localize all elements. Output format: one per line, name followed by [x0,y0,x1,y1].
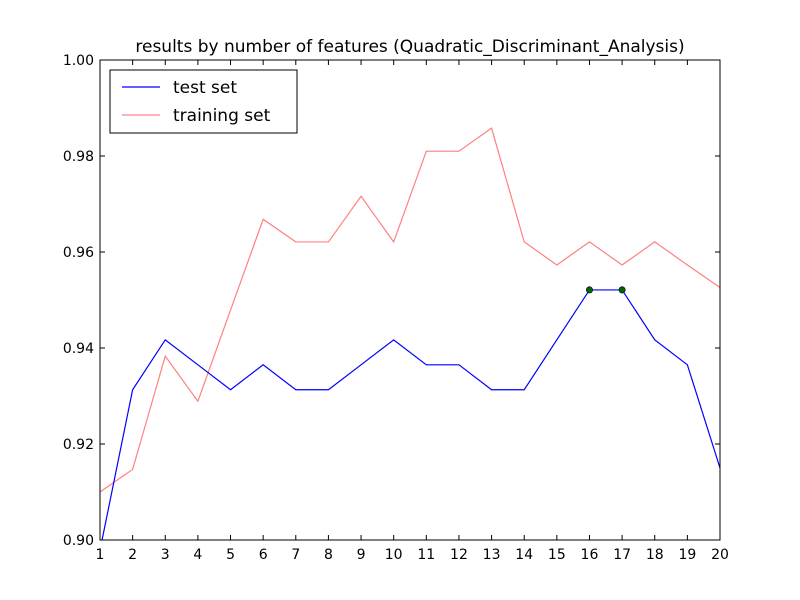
x-tick-label: 5 [226,547,235,563]
x-tick-label: 18 [646,547,664,563]
legend: test set training set [109,69,298,134]
x-tick-label: 14 [515,547,533,563]
x-tick-label: 16 [581,547,599,563]
x-tick-label: 10 [385,547,403,563]
series-line-1 [100,127,720,493]
legend-label: training set [173,106,271,126]
x-tick-label: 20 [711,547,729,563]
y-tick-label: 0.96 [63,245,94,261]
y-tick-label: 0.98 [63,149,94,165]
legend-box [109,69,298,134]
x-tick-label: 2 [128,547,137,563]
series-layer [100,127,720,540]
x-tick-label: 4 [193,547,202,563]
best-point-marker [618,286,626,294]
axes-frame [99,59,721,541]
x-tick-label: 13 [483,547,501,563]
series-line-0 [101,289,720,540]
x-tick-label: 15 [548,547,566,563]
y-tick-label: 0.92 [63,437,94,453]
y-tick-label: 0.94 [63,341,94,357]
best-point-marker [585,286,593,294]
marker-layer [585,286,626,294]
y-tick-label: 1.00 [63,53,94,69]
legend-label: test set [173,78,237,98]
x-tick-label: 11 [417,547,435,563]
x-tick-label: 8 [324,547,333,563]
x-tick-label: 1 [96,547,105,563]
plot-area [100,60,720,540]
x-tick-label: 7 [291,547,300,563]
x-tick-label: 17 [613,547,631,563]
x-tick-label: 9 [357,547,366,563]
x-tick-label: 6 [259,547,268,563]
axes-layer: 1 2 3 4 5 6 7 8 9 10 11 12 13 14 15 16 17 18 19 200.900.920… [63,53,729,563]
x-tick-label: 19 [678,547,696,563]
y-tick-label: 0.90 [63,533,94,549]
x-tick-label: 3 [161,547,170,563]
chart-title: results by number of features (Quadratic… [135,37,684,57]
x-tick-label: 12 [450,547,468,563]
plot-background [100,60,720,540]
